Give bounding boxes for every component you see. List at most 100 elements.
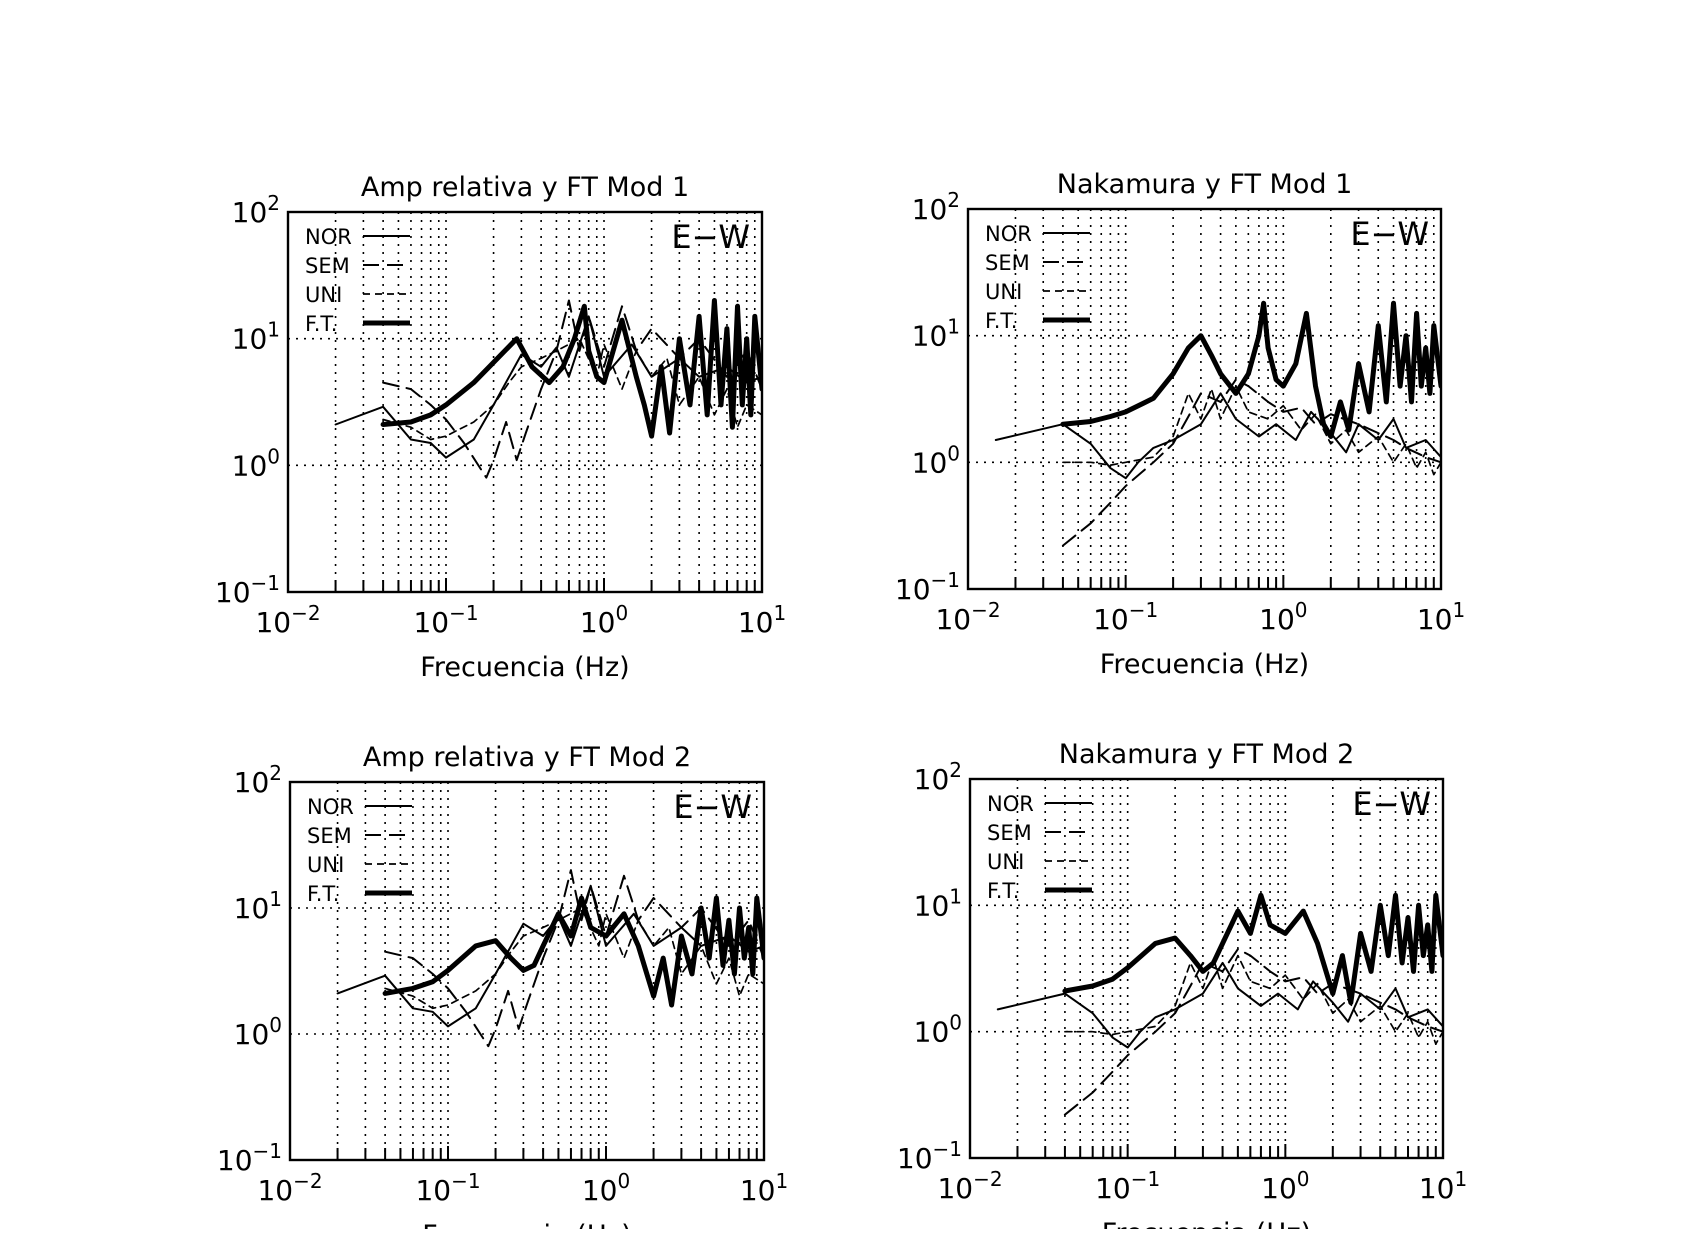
component-annotation: E−W bbox=[1350, 215, 1429, 253]
series-group bbox=[334, 298, 762, 479]
chart-title: Nakamura y FT Mod 1 bbox=[1057, 169, 1353, 200]
tick-label-base: 10 bbox=[234, 892, 270, 925]
legend-label: SEM bbox=[985, 251, 1030, 275]
x-tick-label: 101 bbox=[738, 601, 786, 639]
legend-label: SEM bbox=[307, 824, 352, 848]
tick-label-base: 10 bbox=[1419, 1172, 1455, 1205]
x-tick-label: 10−1 bbox=[415, 1169, 480, 1207]
legend: NOR SEM UNI F.T. bbox=[987, 792, 1092, 903]
x-axis-ticks bbox=[336, 1146, 758, 1160]
x-axis-labels: 10−2 10−1 100 10 1 bbox=[257, 1169, 788, 1207]
tick-label-exponent: −1 bbox=[1131, 1167, 1160, 1191]
tick-label-exponent: −2 bbox=[293, 1169, 322, 1193]
y-tick-label: 10−1 bbox=[215, 571, 280, 609]
tick-label-base: 10 bbox=[738, 606, 774, 639]
series-line-sem bbox=[384, 869, 764, 1048]
legend: NOR SEM UNI F.T. bbox=[305, 225, 410, 336]
legend-label: UNI bbox=[307, 853, 344, 877]
y-tick-label: 100 bbox=[912, 441, 960, 479]
tick-label-exponent: 1 bbox=[1452, 598, 1465, 622]
tick-label-exponent: 2 bbox=[267, 191, 280, 215]
tick-label-base: 10 bbox=[912, 320, 948, 353]
x-axis-ticks bbox=[1016, 1144, 1437, 1158]
legend-label: UNI bbox=[305, 283, 342, 307]
chart-title: Amp relativa y FT Mod 1 bbox=[361, 172, 689, 203]
tick-label-base: 10 bbox=[895, 573, 931, 606]
tick-label-exponent: 0 bbox=[615, 601, 628, 625]
tick-label-exponent: 1 bbox=[775, 1169, 788, 1193]
x-tick-label: 10−2 bbox=[937, 1167, 1002, 1205]
tick-label-exponent: 0 bbox=[947, 441, 960, 465]
x-axis-label: Frecuencia (Hz) bbox=[420, 652, 629, 683]
series-line-uni bbox=[1064, 954, 1443, 1045]
legend: NOR SEM UNI F.T. bbox=[307, 795, 412, 906]
series-line-uni bbox=[384, 907, 764, 1010]
tick-label-exponent: −1 bbox=[449, 601, 478, 625]
tick-label-base: 10 bbox=[582, 1174, 618, 1207]
chart-panel-3: Amp relativa y FT Mod 2 E−W NOR SEM UNI F.T. 1… bbox=[217, 742, 788, 1234]
x-tick-label: 10−1 bbox=[1093, 598, 1158, 636]
x-tick-label: 10−1 bbox=[1095, 1167, 1160, 1205]
series-group bbox=[996, 892, 1443, 1116]
tick-label-exponent: −1 bbox=[451, 1169, 480, 1193]
series-line-ft bbox=[1060, 300, 1441, 439]
x-tick-label: 10−2 bbox=[255, 601, 320, 639]
y-tick-label: 10−1 bbox=[897, 1137, 962, 1175]
tick-label-base: 10 bbox=[1095, 1172, 1131, 1205]
tick-label-base: 10 bbox=[1093, 603, 1129, 636]
tick-label-exponent: 0 bbox=[1295, 598, 1308, 622]
x-tick-label: 10−2 bbox=[257, 1169, 322, 1207]
tick-label-exponent: −1 bbox=[933, 1137, 962, 1161]
tick-label-exponent: −2 bbox=[971, 598, 1000, 622]
y-tick-label: 101 bbox=[914, 884, 962, 922]
tick-label-base: 10 bbox=[897, 1142, 933, 1175]
x-axis-labels: 10−2 10−1 100 101 bbox=[937, 1167, 1467, 1205]
series-line-uni bbox=[382, 337, 762, 441]
x-tick-label: 101 bbox=[1417, 598, 1465, 636]
tick-label-exponent: 0 bbox=[267, 444, 280, 468]
x-axis-label: Frecuencia (Hz) bbox=[422, 1220, 631, 1229]
tick-label-base: 10 bbox=[255, 606, 291, 639]
x-tick-label: 100 bbox=[1259, 598, 1307, 636]
legend-label: F.T. bbox=[305, 312, 337, 336]
y-tick-label: 101 bbox=[912, 315, 960, 353]
x-axis-label: Frecuencia (Hz) bbox=[1100, 649, 1309, 680]
tick-label-base: 10 bbox=[234, 1018, 270, 1051]
chart-panel-2: Nakamura y FT Mod 1E−WNORSEMUNIF.T.10−11… bbox=[895, 169, 1465, 680]
tick-label-exponent: −1 bbox=[251, 571, 280, 595]
tick-label-base: 10 bbox=[935, 603, 971, 636]
tick-label-exponent: 1 bbox=[1454, 1167, 1467, 1191]
x-tick-label: 100 bbox=[582, 1169, 630, 1207]
chart-panel-4: Nakamura y FT Mod 2E−WNORSEMUNIF.T.10−11… bbox=[897, 739, 1467, 1234]
plot-frame bbox=[286, 210, 764, 594]
x-tick-label: 101 bbox=[1419, 1167, 1467, 1205]
legend: NOR SEM UNI F.T. bbox=[985, 222, 1090, 333]
legend-label: NOR bbox=[305, 225, 352, 249]
tick-label-exponent: −2 bbox=[973, 1167, 1002, 1191]
y-tick-label: 10−1 bbox=[895, 568, 960, 606]
legend-label: NOR bbox=[307, 795, 354, 819]
component-annotation: E−W bbox=[673, 788, 752, 826]
tick-label-exponent: 0 bbox=[269, 1013, 282, 1037]
legend-label: F.T. bbox=[307, 882, 339, 906]
tick-label-base: 10 bbox=[914, 763, 950, 796]
legend-label: F.T. bbox=[987, 879, 1019, 903]
y-tick-label: 101 bbox=[232, 318, 280, 356]
legend-label: SEM bbox=[987, 821, 1032, 845]
legend-label: UNI bbox=[985, 280, 1022, 304]
tick-label-exponent: 2 bbox=[947, 188, 960, 212]
x-tick-label: 100 bbox=[1261, 1167, 1309, 1205]
series-line-sem bbox=[1061, 378, 1441, 547]
component-annotation: E−W bbox=[671, 218, 750, 256]
series-line-ft bbox=[382, 895, 764, 1008]
series-line-nor bbox=[994, 392, 1441, 480]
y-tick-label: 100 bbox=[234, 1013, 282, 1051]
plot-frame bbox=[288, 780, 766, 1162]
tick-label-base: 10 bbox=[413, 606, 449, 639]
x-axis-labels: 10−2 10−1 100 101 bbox=[255, 601, 786, 639]
tick-label-base: 10 bbox=[912, 193, 948, 226]
